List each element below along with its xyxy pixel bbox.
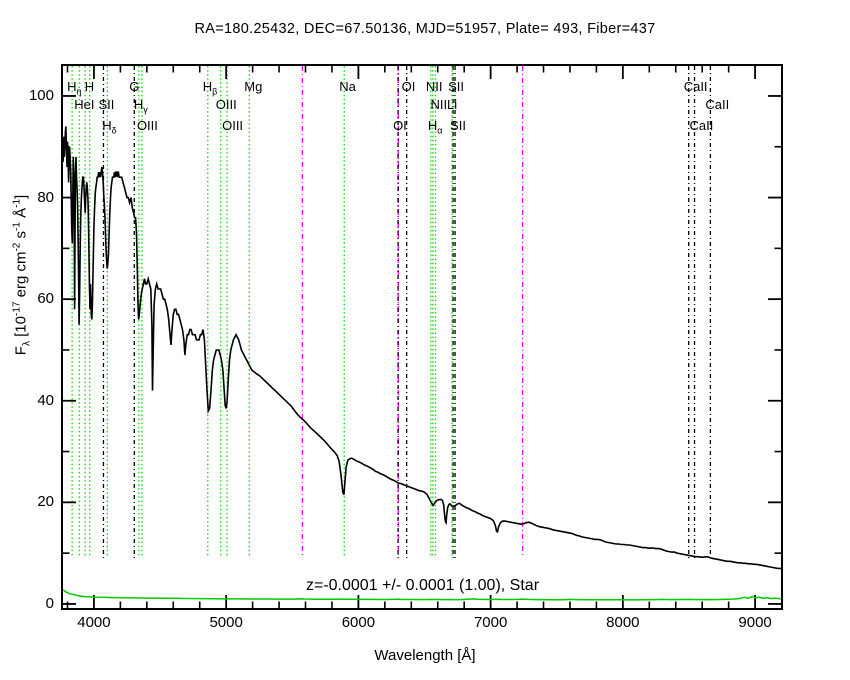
- line-label-Li: Li: [447, 97, 458, 112]
- x-tick-label: 4000: [77, 614, 111, 631]
- redshift-annotation: z=-0.0001 +/- 0.0001 (1.00), Star: [305, 577, 540, 594]
- line-label-OIII: OIII: [215, 97, 237, 112]
- y-tick-label: 0: [45, 594, 54, 612]
- line-label-SII: SII: [98, 97, 115, 112]
- line-label-OIII: OIII: [222, 118, 244, 133]
- line-label-Hγ: Hγ: [133, 97, 148, 115]
- y-axis-title-text: Fλ [10-17 erg cm-2 s-1 Å-1]: [11, 194, 33, 356]
- line-label-Mg: Mg: [244, 79, 263, 94]
- line-label-G: G: [129, 79, 140, 94]
- plot-frame: [61, 64, 783, 610]
- line-label-Hδ: Hδ: [102, 118, 117, 136]
- line-label-HeI: HeI: [74, 97, 95, 112]
- line-label-CaII: CaII: [683, 79, 708, 94]
- x-tick-label: 7000: [473, 614, 508, 631]
- x-tick-label: 9000: [738, 614, 772, 631]
- noise-curve: [63, 589, 781, 601]
- line-label-OI: OI: [401, 79, 416, 94]
- line-label-SII: SII: [448, 79, 464, 94]
- line-label-CaII: CaII: [689, 118, 714, 133]
- y-tick-label: 40: [37, 391, 54, 409]
- line-label-Hβ: Hβ: [202, 79, 218, 97]
- line-label-NII: NII: [430, 97, 448, 112]
- spectrum-plot: [63, 66, 781, 608]
- line-label-H: H: [84, 79, 95, 94]
- line-label-SII: SII: [450, 118, 466, 133]
- plot-title: RA=180.25432, DEC=67.50136, MJD=51957, P…: [194, 21, 656, 37]
- x-tick-label: 8000: [606, 614, 640, 631]
- line-label-NII: NII: [425, 79, 443, 94]
- line-label-OIII: OIII: [136, 118, 158, 133]
- x-tick-label: 6000: [341, 614, 376, 631]
- line-label-Hα: Hα: [427, 118, 443, 136]
- spectrum-curve: [63, 126, 781, 570]
- y-tick-label: 100: [28, 86, 54, 104]
- x-tick-label: 5000: [209, 614, 243, 631]
- line-label-Hη: Hη: [67, 79, 82, 97]
- line-label-OI: OI: [393, 118, 407, 133]
- line-label-Na: Na: [339, 79, 356, 94]
- line-label-CaII: CaII: [705, 97, 730, 112]
- y-tick-label: 80: [37, 188, 54, 206]
- y-tick-label: 20: [37, 493, 54, 511]
- x-axis-title: Wavelength [Å]: [374, 647, 476, 664]
- y-tick-label: 60: [37, 290, 54, 308]
